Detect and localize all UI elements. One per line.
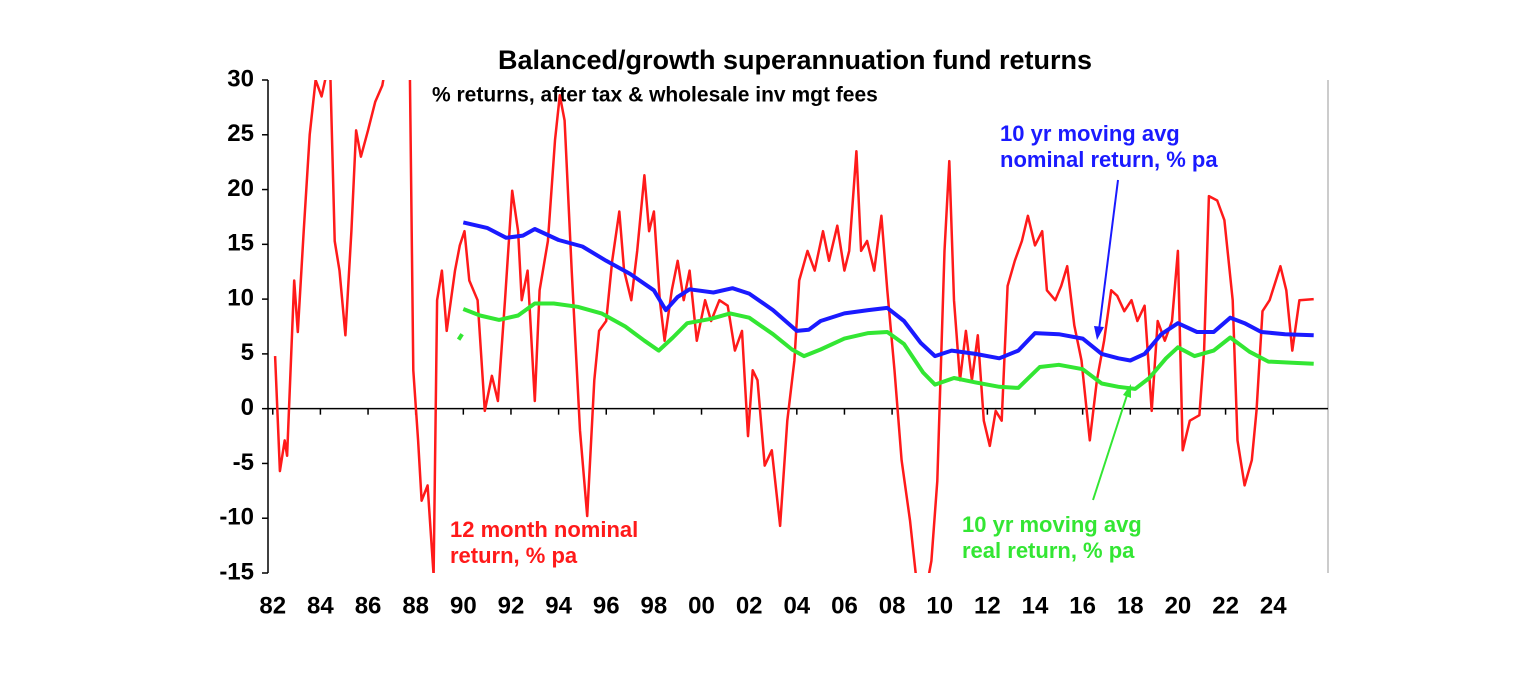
x-tick-label: 10 (926, 592, 953, 619)
x-tick-label: 04 (783, 592, 810, 619)
x-tick-label: 20 (1165, 592, 1192, 619)
arrow (1092, 391, 1129, 501)
x-tick-label: 00 (688, 592, 715, 619)
x-tick-label: 12 (974, 592, 1001, 619)
x-tick-label: 02 (736, 592, 763, 619)
y-tick-label: -5 (233, 449, 254, 476)
series (462, 220, 1314, 363)
x-tick-label: 14 (1022, 592, 1049, 619)
arrow (1098, 179, 1119, 331)
x-tick-label: 82 (259, 592, 286, 619)
x-tick-label: 16 (1069, 592, 1096, 619)
annotation: 12 month nominal (450, 517, 638, 542)
chart-subtitle: % returns, after tax & wholesale inv mgt… (432, 84, 878, 107)
x-tick-label: 88 (402, 592, 429, 619)
annotation: nominal return, % pa (1000, 147, 1218, 172)
x-tick-label: 24 (1260, 592, 1287, 619)
arrow-head (1094, 326, 1104, 340)
annotation: real return, % pa (962, 538, 1135, 563)
arrows (1092, 179, 1131, 501)
x-tick-label: 98 (641, 592, 668, 619)
y-tick-label: 20 (227, 175, 254, 202)
annotation: 10 yr moving avg (962, 512, 1142, 537)
annotation: 10 yr moving avg (1000, 121, 1180, 146)
x-tick-label: 84 (307, 592, 334, 619)
y-tick-label: 0 (241, 394, 254, 421)
y-tick-label: 10 (227, 284, 254, 311)
x-tick-label: 06 (831, 592, 858, 619)
x-tick-label: 90 (450, 592, 477, 619)
annotation: return, % pa (450, 543, 578, 568)
x-tick-label: 22 (1212, 592, 1239, 619)
y-tick-label: 25 (227, 120, 254, 147)
series (273, 80, 1314, 573)
y-tick-label: -15 (219, 558, 254, 585)
x-tick-label: 08 (879, 592, 906, 619)
y-tick-label: -10 (219, 504, 254, 531)
x-tick-label: 86 (355, 592, 382, 619)
y-tick-label: 5 (241, 339, 254, 366)
series (456, 301, 1314, 391)
x-tick-label: 96 (593, 592, 620, 619)
y-tick-label: 30 (227, 65, 254, 92)
x-tick-label: 18 (1117, 592, 1144, 619)
y-tick-label: 15 (227, 230, 254, 257)
arrow-head (1123, 384, 1131, 398)
series-line (462, 220, 1314, 363)
x-tick-label: 92 (498, 592, 525, 619)
series-line (462, 301, 1314, 391)
series-line (273, 80, 1314, 573)
series-line (456, 333, 464, 341)
x-tick-label: 94 (545, 592, 572, 619)
chart-title: Balanced/growth superannuation fund retu… (498, 45, 1092, 75)
